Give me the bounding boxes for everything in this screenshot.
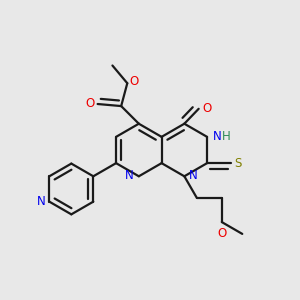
Text: H: H <box>221 130 230 143</box>
Text: O: O <box>85 97 94 110</box>
Text: N: N <box>37 195 46 208</box>
Text: N: N <box>189 169 198 182</box>
Text: N: N <box>212 130 221 143</box>
Text: S: S <box>234 157 241 169</box>
Text: O: O <box>217 227 226 240</box>
Text: N: N <box>125 169 134 182</box>
Text: O: O <box>202 102 212 115</box>
Text: O: O <box>130 75 139 88</box>
